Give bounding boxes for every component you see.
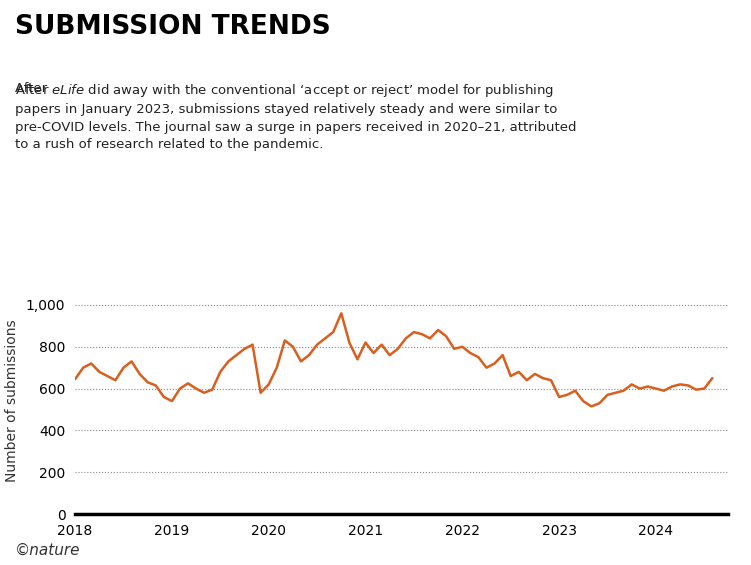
Y-axis label: Number of submissions: Number of submissions [5,320,19,483]
Text: After: After [15,82,51,95]
Text: SUBMISSION TRENDS: SUBMISSION TRENDS [15,14,330,40]
Text: ©nature: ©nature [15,543,80,558]
Text: After $\it{eLife}$ did away with the conventional ‘accept or reject’ model for p: After $\it{eLife}$ did away with the con… [15,82,577,151]
